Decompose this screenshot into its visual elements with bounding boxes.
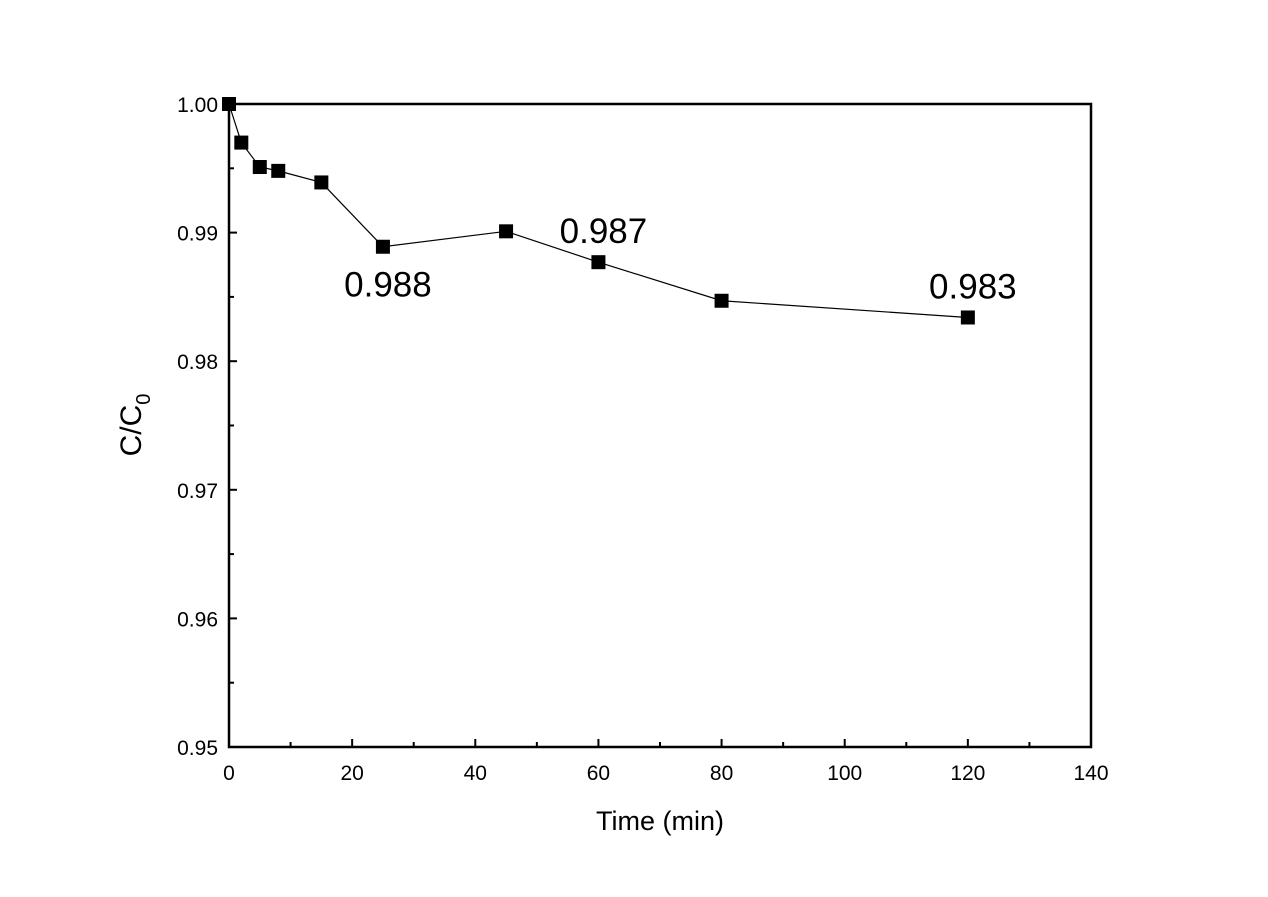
x-tick-label: 80 bbox=[710, 762, 733, 785]
y-tick-label: 0.97 bbox=[177, 480, 218, 503]
data-point bbox=[499, 224, 514, 239]
data-label: 0.988 bbox=[344, 266, 432, 305]
x-tick-label: 40 bbox=[464, 762, 487, 785]
x-axis-label: Time (min) bbox=[596, 806, 724, 836]
y-tick-label: 1.00 bbox=[177, 94, 218, 117]
x-tick-label: 60 bbox=[587, 762, 610, 785]
x-tick-label: 20 bbox=[340, 762, 363, 785]
data-point bbox=[234, 135, 249, 150]
y-axis-label-main: C/C bbox=[115, 405, 148, 457]
x-tick-label: 100 bbox=[827, 762, 862, 785]
data-point bbox=[271, 163, 286, 178]
data-point bbox=[591, 255, 606, 270]
data-label: 0.983 bbox=[929, 267, 1017, 306]
y-tick-label: 0.99 bbox=[177, 223, 218, 246]
x-tick-label: 140 bbox=[1073, 762, 1108, 785]
y-axis-label: C/C0 bbox=[115, 394, 155, 457]
y-tick-label: 0.98 bbox=[177, 351, 218, 374]
y-axis-label-sub: 0 bbox=[133, 394, 155, 405]
data-point bbox=[960, 310, 975, 325]
series-line bbox=[228, 103, 968, 319]
y-tick-label: 0.95 bbox=[177, 737, 218, 760]
y-tick-label: 0.96 bbox=[177, 608, 218, 631]
data-label: 0.987 bbox=[560, 212, 648, 251]
x-tick-label: 0 bbox=[223, 762, 235, 785]
data-point bbox=[314, 175, 329, 190]
data-point bbox=[375, 239, 390, 254]
x-tick-label: 120 bbox=[950, 762, 985, 785]
data-point bbox=[252, 160, 267, 175]
data-point bbox=[714, 293, 729, 308]
plot-frame bbox=[227, 102, 1093, 749]
